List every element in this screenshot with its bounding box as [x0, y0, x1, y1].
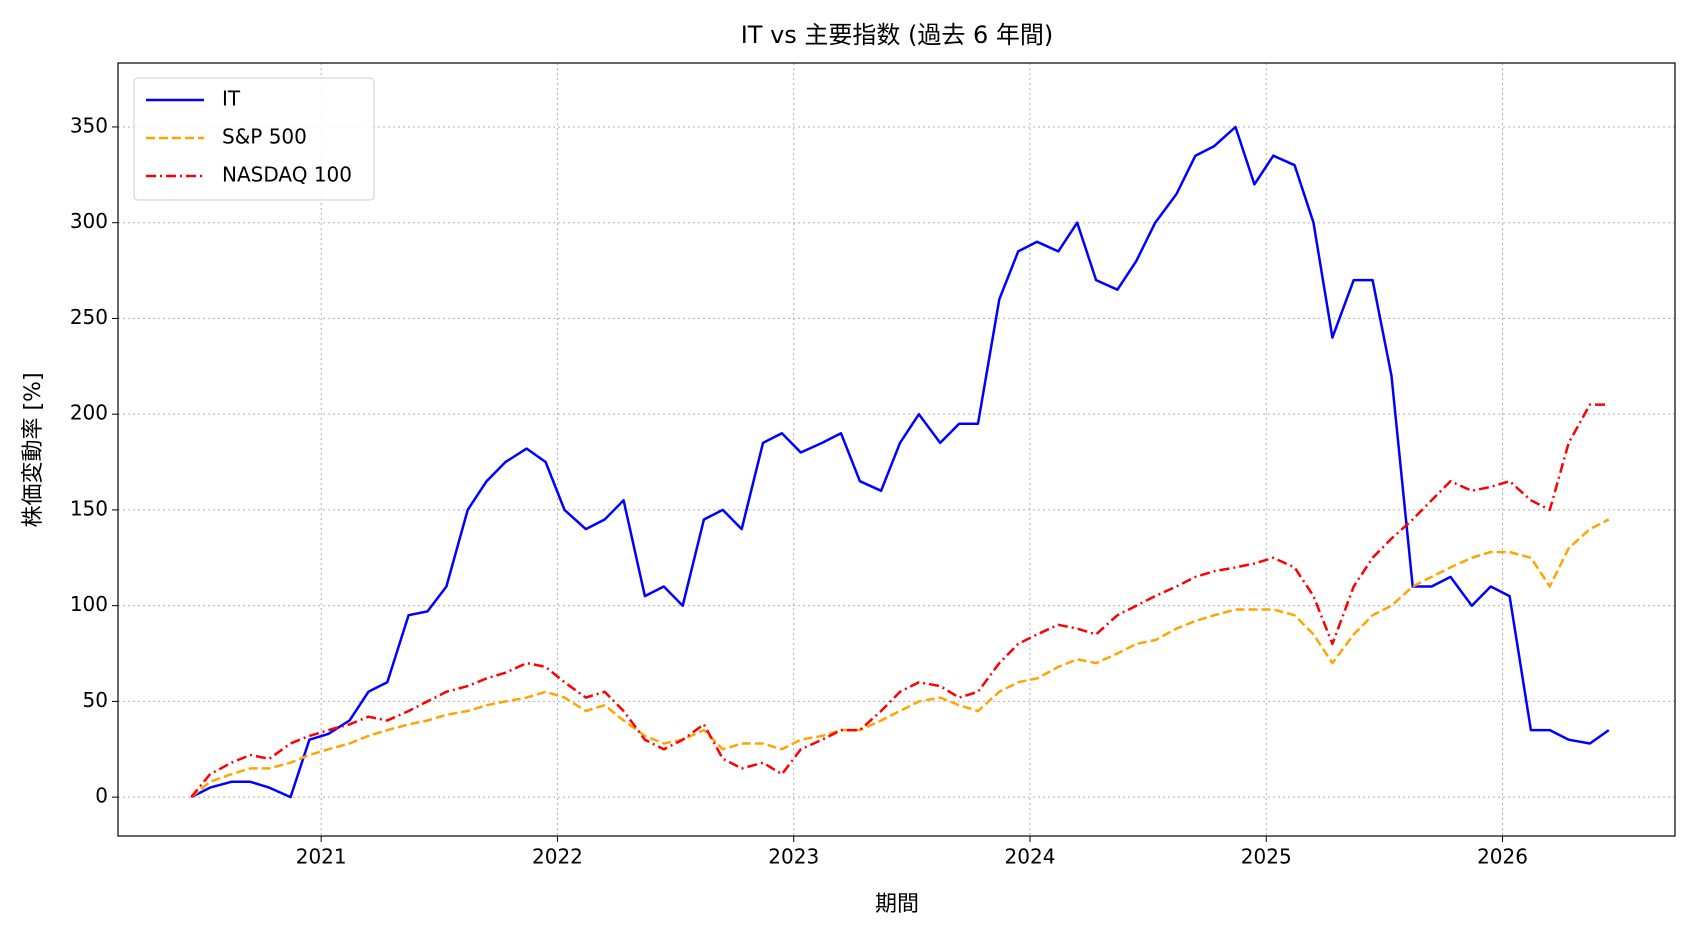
x-tick-label: 2021: [296, 845, 347, 869]
y-tick-label: 100: [70, 592, 108, 616]
x-tick-label: 2022: [532, 845, 583, 869]
y-tick-label: 0: [95, 784, 108, 808]
y-tick-label: 150: [70, 496, 108, 520]
legend-label: S&P 500: [222, 125, 307, 149]
series-line: [190, 518, 1610, 799]
x-tick-label: 2025: [1241, 845, 1292, 869]
series-line: [190, 125, 1610, 799]
legend-box: [133, 77, 375, 201]
plot-frame: [117, 62, 1676, 837]
legend-label: NASDAQ 100: [222, 163, 352, 187]
y-tick-label: 50: [83, 688, 108, 712]
x-tick-label: 2023: [768, 845, 819, 869]
y-axis-label: 株価変動率 [%]: [21, 372, 46, 527]
series-line: [190, 403, 1609, 798]
legend: IT S&P 500 NASDAQ 100: [133, 77, 375, 201]
x-tick-label: 2026: [1477, 845, 1528, 869]
x-tick-label: 2024: [1005, 845, 1056, 869]
y-tick-label: 350: [70, 113, 108, 137]
y-tick-label: 250: [70, 305, 108, 329]
y-tick-label: 300: [70, 209, 108, 233]
legend-label: IT: [222, 87, 241, 111]
chart-title: IT vs 主要指数 (過去 6 年間): [741, 21, 1054, 49]
x-axis-label: 期間: [875, 892, 919, 917]
y-tick-label: 200: [70, 401, 108, 425]
